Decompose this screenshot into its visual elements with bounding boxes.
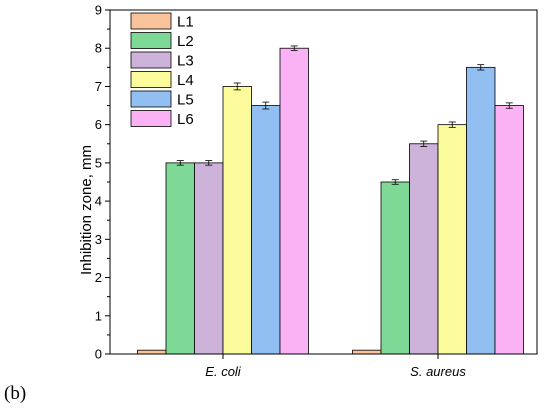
legend-label: L1	[177, 14, 194, 31]
x-category-label: E. coli	[205, 364, 242, 379]
y-tick-label: 9	[95, 3, 102, 18]
bar-l4-1	[222, 86, 252, 355]
legend-item-l3: L3	[130, 51, 194, 70]
x-category-label: S. aureus	[410, 364, 466, 379]
bar-l6-2	[494, 105, 524, 355]
y-tick-label: 3	[95, 232, 102, 247]
y-tick-label: 7	[95, 79, 102, 94]
y-tick-label: 6	[95, 117, 102, 132]
bar-l2-1	[165, 162, 195, 355]
legend-label: L3	[177, 53, 194, 70]
panel-label: (b)	[4, 383, 27, 404]
error-bar-l4-2	[448, 121, 456, 128]
bars-layer	[137, 47, 524, 355]
legend-item-l4: L4	[130, 71, 194, 89]
legend-swatch	[130, 110, 172, 127]
error-bar-l3-2	[420, 140, 428, 147]
bar-l1-1	[137, 349, 167, 355]
y-tick-label: 4	[95, 194, 102, 209]
y-tick-label: 2	[95, 270, 102, 285]
legend-swatch	[130, 12, 172, 30]
legend-swatch	[130, 90, 172, 108]
legend-swatch	[130, 71, 172, 88]
legend-item-l2: L2	[130, 32, 194, 50]
legend-label: L2	[177, 33, 194, 50]
error-bar-l5-2	[477, 64, 485, 71]
legend-item-l6: L6	[130, 110, 194, 128]
legend-label: L5	[177, 92, 194, 109]
bar-l4-2	[437, 124, 467, 355]
bar-l5-2	[466, 66, 496, 355]
error-bar-l6-2	[505, 102, 513, 109]
legend-swatch	[130, 51, 172, 69]
bar-l3-2	[409, 143, 439, 355]
legend-item-l5: L5	[130, 90, 194, 109]
error-bars-layer	[176, 45, 513, 185]
y-tick-label: 8	[95, 41, 102, 56]
legend: L1 L2 L3 L4 L5 L6	[130, 12, 194, 128]
error-bar-l4-1	[233, 82, 241, 91]
legend-swatch	[130, 32, 172, 49]
legend-label: L6	[177, 111, 194, 128]
bar-l6-1	[279, 47, 309, 355]
bar-l1-2	[352, 349, 382, 355]
error-bar-l5-1	[262, 101, 270, 110]
bar-l2-2	[380, 181, 410, 355]
y-axis-ticks: 0 1 2 3 4 5 6 7 8 9	[95, 3, 110, 362]
y-tick-label: 5	[95, 155, 102, 170]
bar-l3-1	[194, 162, 224, 355]
bar-l5-1	[251, 105, 281, 355]
error-bar-l2-1	[176, 160, 184, 166]
y-tick-label: 1	[95, 308, 102, 323]
y-axis-title: Inhibition zone, mm	[78, 145, 95, 275]
x-axis-labels: E. coli S. aureus	[205, 354, 466, 379]
legend-item-l1: L1	[130, 12, 194, 31]
error-bar-l3-1	[205, 160, 213, 166]
error-bar-l2-2	[391, 179, 399, 185]
y-tick-label: 0	[95, 347, 102, 362]
error-bar-l6-1	[290, 45, 298, 51]
legend-label: L4	[177, 72, 194, 89]
